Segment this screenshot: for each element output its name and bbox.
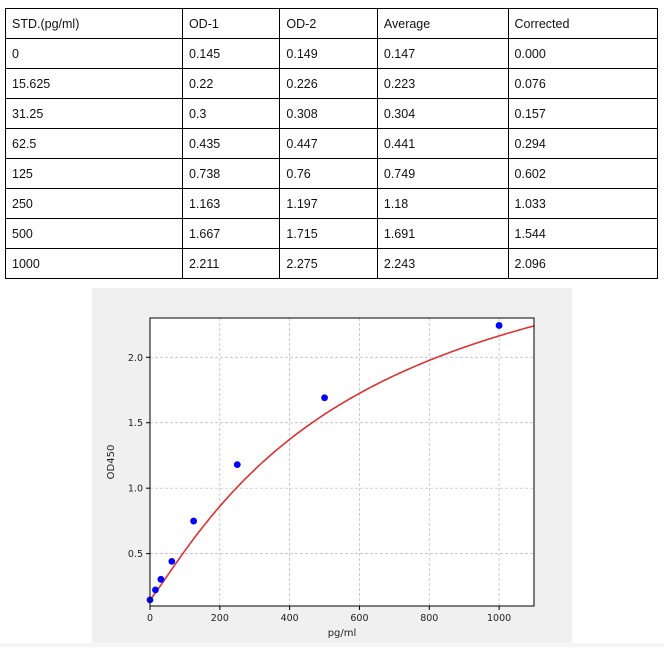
data-point (321, 394, 328, 402)
page-bottom-strip (0, 643, 664, 647)
col-header-od1: OD-1 (181, 8, 281, 39)
cell-std: 0 (5, 38, 183, 69)
col-header-od2: OD-2 (279, 8, 378, 39)
data-point (233, 461, 241, 469)
y-tick-label: 2.0 (128, 353, 143, 364)
cell-od2: 0.226 (279, 68, 378, 99)
plot-frame (149, 317, 535, 607)
cell-std: 31.25 (5, 98, 183, 129)
table-row: 0 0.145 0.149 0.147 0.000 (5, 38, 659, 69)
cell-corrected: 0.076 (507, 68, 659, 99)
x-tick-label: 400 (281, 613, 299, 624)
cell-od2: 1.715 (279, 218, 378, 249)
cell-corrected: 1.033 (507, 188, 659, 219)
table-row: 15.625 0.22 0.226 0.223 0.076 (5, 68, 659, 99)
table-row: 1000 2.211 2.275 2.243 2.096 (5, 248, 659, 279)
fit-curve (149, 325, 535, 601)
cell-corrected: 0.602 (507, 158, 659, 189)
cell-corrected: 0.000 (507, 38, 659, 69)
cell-corrected: 1.544 (507, 218, 659, 249)
col-header-corrected: Corrected (507, 8, 659, 39)
standard-curve-chart: 0 200 400 600 800 1000 0.5 1.0 1.5 2.0 pg/ml OD4… (106, 317, 535, 639)
data-point (495, 322, 503, 329)
cell-std: 125 (5, 158, 183, 189)
cell-od2: 0.149 (279, 38, 378, 69)
cell-od1: 1.667 (181, 218, 281, 249)
plot-area (150, 318, 534, 606)
cell-average: 0.304 (376, 98, 509, 129)
data-point (168, 557, 176, 565)
x-axis-label: pg/ml (328, 628, 357, 639)
cell-std: 62.5 (5, 128, 183, 159)
cell-od2: 0.308 (279, 98, 378, 129)
x-tick-label: 600 (350, 613, 368, 624)
cell-od1: 0.435 (181, 128, 281, 159)
data-point (157, 575, 165, 583)
standard-curve-table: STD.(pg/ml) OD-1 OD-2 Average Corrected … (5, 8, 659, 279)
cell-average: 0.441 (376, 128, 509, 159)
cell-std: 15.625 (5, 68, 183, 99)
cell-od2: 1.197 (279, 188, 378, 219)
cell-average: 1.18 (376, 188, 509, 219)
cell-corrected: 0.157 (507, 98, 659, 129)
x-tick-label: 0 (147, 613, 153, 624)
y-axis-label: OD450 (106, 445, 117, 480)
y-tick-label: 1.5 (128, 418, 143, 429)
col-header-average: Average (376, 8, 509, 39)
cell-std: 250 (5, 188, 183, 219)
table-row: 62.5 0.435 0.447 0.441 0.294 (5, 128, 659, 159)
cell-std: 500 (5, 218, 183, 249)
y-tick-label: 0.5 (128, 549, 143, 560)
cell-average: 1.691 (376, 218, 509, 249)
cell-average: 2.243 (376, 248, 509, 279)
cell-corrected: 2.096 (507, 248, 659, 279)
chart-panel: 0 200 400 600 800 1000 0.5 1.0 1.5 2.0 pg/ml OD4… (92, 288, 572, 644)
cell-od1: 0.145 (181, 38, 281, 69)
table-row: 31.25 0.3 0.308 0.304 0.157 (5, 98, 659, 129)
cell-average: 0.223 (376, 68, 509, 99)
cell-average: 0.749 (376, 158, 509, 189)
x-tick-label: 800 (420, 613, 438, 624)
cell-od2: 0.447 (279, 128, 378, 159)
cell-od1: 2.211 (181, 248, 281, 279)
cell-corrected: 0.294 (507, 128, 659, 159)
x-tick-label: 1000 (487, 613, 511, 624)
cell-od1: 0.738 (181, 158, 281, 189)
table-row: 500 1.667 1.715 1.691 1.544 (5, 218, 659, 249)
data-point (190, 517, 198, 525)
grid-lines (149, 318, 534, 606)
x-tick-label: 200 (211, 613, 229, 624)
y-tick-label: 1.0 (128, 484, 143, 495)
x-axis-ticks: 0 200 400 600 800 1000 (147, 606, 511, 624)
cell-od1: 0.22 (181, 68, 281, 99)
cell-std: 1000 (5, 248, 183, 279)
cell-od2: 0.76 (279, 158, 378, 189)
table-header-row: STD.(pg/ml) OD-1 OD-2 Average Corrected (5, 8, 659, 39)
cell-od1: 1.163 (181, 188, 281, 219)
y-axis-ticks: 0.5 1.0 1.5 2.0 (128, 353, 150, 560)
cell-od1: 0.3 (181, 98, 281, 129)
cell-average: 0.147 (376, 38, 509, 69)
data-points (146, 322, 503, 604)
col-header-std: STD.(pg/ml) (5, 8, 183, 39)
table-row: 125 0.738 0.76 0.749 0.602 (5, 158, 659, 189)
cell-od2: 2.275 (279, 248, 378, 279)
data-point (152, 586, 159, 594)
table-row: 250 1.163 1.197 1.18 1.033 (5, 188, 659, 219)
